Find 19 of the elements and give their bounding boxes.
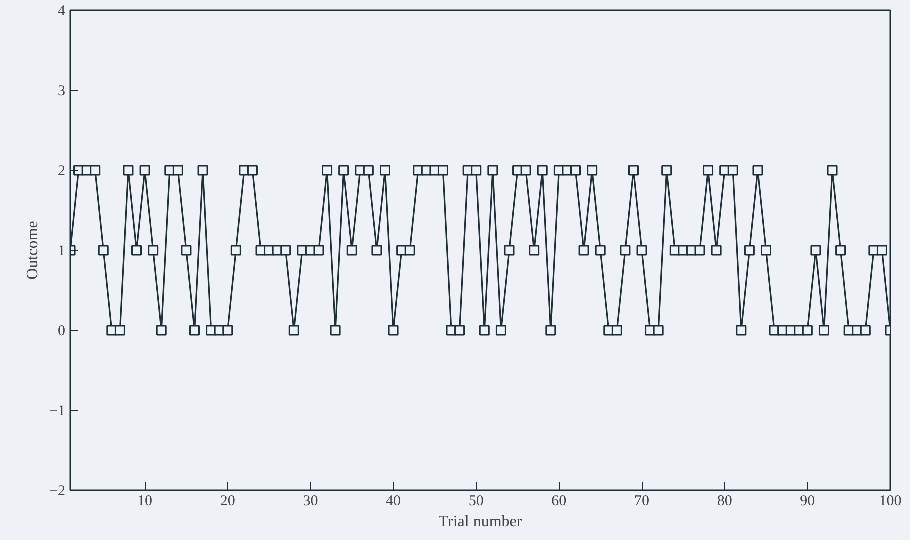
x-tick-label: 30 bbox=[303, 494, 318, 510]
x-tick-label: 90 bbox=[800, 494, 816, 510]
y-tick-label: 3 bbox=[58, 84, 66, 100]
x-tick-label: 20 bbox=[220, 494, 236, 510]
y-tick-label: −1 bbox=[50, 404, 66, 420]
x-tick-label: 60 bbox=[552, 494, 567, 510]
x-tick-label: 100 bbox=[879, 494, 902, 510]
x-tick-label: 50 bbox=[468, 494, 484, 510]
y-tick-label: 1 bbox=[58, 244, 66, 260]
y-tick-label: 2 bbox=[58, 164, 66, 180]
y-axis-title: Outcome bbox=[24, 221, 42, 280]
x-tick-label: 40 bbox=[386, 494, 402, 510]
y-tick-label: 4 bbox=[58, 4, 66, 20]
x-tick-label: 70 bbox=[634, 494, 650, 510]
y-tick-label: 0 bbox=[58, 324, 66, 340]
x-tick-label: 80 bbox=[717, 494, 732, 510]
x-axis-title: Trial number bbox=[438, 514, 523, 530]
x-tick-label: 10 bbox=[138, 494, 153, 510]
y-tick-label: −2 bbox=[50, 484, 66, 500]
